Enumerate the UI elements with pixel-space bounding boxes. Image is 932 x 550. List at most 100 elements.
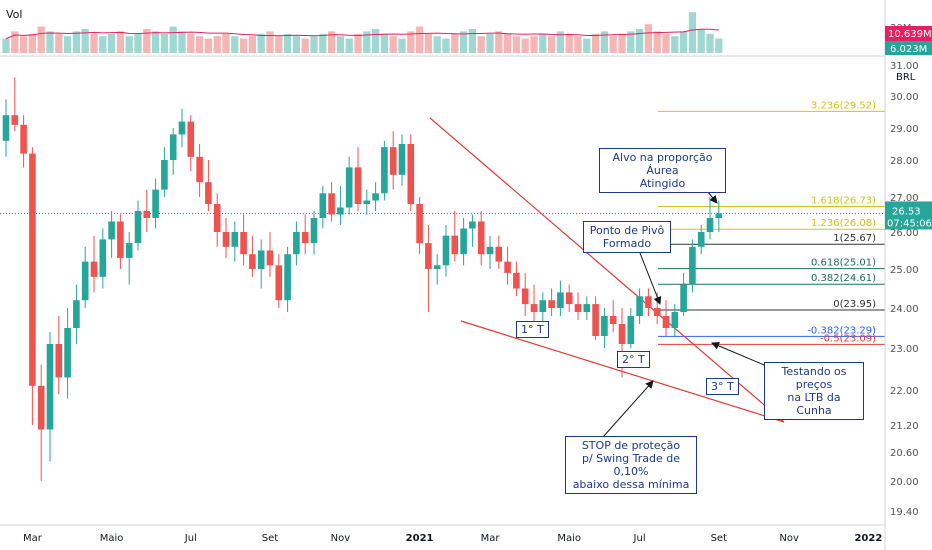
fib-level-label: 1.236(26.08) — [811, 218, 876, 229]
candle — [134, 200, 142, 251]
candle — [293, 221, 300, 266]
candle — [222, 218, 230, 258]
annotation-arrows — [602, 179, 777, 438]
candle-body — [99, 239, 107, 277]
candle-body — [495, 246, 503, 262]
candle-body — [618, 324, 626, 344]
candle-body — [143, 211, 151, 218]
candle-body — [548, 300, 555, 308]
volume-bar — [512, 36, 520, 53]
candle-body — [372, 193, 379, 201]
candle — [319, 185, 327, 229]
volume-bar — [451, 33, 459, 53]
volume-bar — [64, 36, 72, 53]
time-tick-label: Set — [711, 533, 728, 544]
candle-body — [715, 213, 723, 218]
volume-bar — [204, 38, 212, 53]
candle-body — [125, 243, 133, 258]
volume-bar — [292, 36, 300, 53]
candle — [504, 246, 511, 285]
time-tick-label: Mar — [23, 533, 43, 544]
candle-body — [574, 304, 582, 312]
candle-body — [108, 221, 115, 240]
candle — [680, 272, 687, 316]
volume-bar — [521, 38, 529, 53]
candle — [662, 300, 670, 336]
volume-badge-low-text: 6.023M — [890, 44, 927, 55]
volume-bar — [565, 33, 573, 53]
volume-bar — [662, 33, 670, 53]
candle — [469, 214, 476, 247]
candle — [213, 193, 221, 247]
volume-bar — [108, 33, 116, 53]
candle — [697, 225, 705, 255]
time-tick-label: 2021 — [406, 533, 434, 544]
candle — [284, 246, 291, 312]
candle-body — [513, 272, 520, 289]
candle-body — [319, 193, 327, 218]
candle-body — [257, 250, 265, 269]
volume-moving-average — [5, 28, 719, 40]
volume-bar — [187, 33, 195, 53]
fib-level-label: 0(23.95) — [833, 299, 876, 310]
candle-body — [486, 246, 494, 255]
volume-bar — [275, 36, 283, 53]
volume-bar — [20, 36, 28, 53]
candle-body — [504, 261, 511, 273]
candle-body — [2, 115, 10, 141]
candle-body — [301, 232, 309, 244]
candle — [451, 211, 459, 262]
fib-level-label: 1.618(26.73) — [811, 195, 876, 206]
volume-bar — [609, 36, 617, 53]
candle — [161, 147, 168, 197]
candle-body — [205, 182, 212, 204]
volume-bar — [618, 33, 626, 53]
volume-indicator-label[interactable]: Vol — [6, 8, 23, 21]
volume-bar — [398, 38, 406, 53]
volume-bar — [257, 33, 265, 53]
volume-bar — [99, 36, 107, 53]
candle-body — [231, 232, 239, 247]
time-tick-label: Nov — [331, 533, 351, 544]
candle-body — [671, 312, 679, 328]
volume-pane — [0, 12, 932, 57]
candle — [407, 134, 415, 211]
volume-bar — [90, 33, 98, 53]
candle-body — [275, 265, 283, 301]
candle-body — [187, 121, 195, 157]
volume-badge-high-text: 10.639M — [888, 29, 932, 40]
candle-body — [20, 124, 27, 154]
candle-body — [469, 221, 476, 229]
candle — [398, 134, 406, 186]
candle-body — [354, 167, 362, 204]
candle-body — [706, 218, 714, 232]
candle-body — [601, 316, 608, 336]
volume-bar — [363, 31, 371, 53]
candle — [521, 272, 529, 316]
annotation-pivo: Ponto de Pivô Formado — [583, 221, 671, 253]
price-tick-label: 30.00 — [890, 92, 919, 103]
candle-body — [451, 235, 459, 255]
volume-bar — [310, 36, 318, 53]
volume-bar — [715, 38, 723, 53]
candle-body — [442, 235, 450, 266]
candle — [433, 254, 441, 285]
candle-body — [565, 292, 573, 305]
price-tick-label: 31.00 — [890, 61, 919, 72]
volume-bar — [328, 31, 336, 53]
candle-body — [609, 316, 617, 324]
fib-level-label: -0.5(23.09) — [820, 333, 876, 344]
volume-bar — [134, 33, 142, 53]
time-tick-label: 2022 — [854, 533, 882, 544]
volume-bar — [231, 36, 239, 53]
candle-body — [398, 144, 406, 175]
fibonacci-extension: 3.236(29.52) 1.618(26.73) 1.236(26.08) 1(25… — [658, 100, 885, 345]
candle — [645, 288, 652, 316]
volume-bar — [222, 33, 230, 53]
candle-body — [240, 232, 247, 255]
candle-body — [266, 250, 274, 266]
candle — [29, 147, 36, 425]
candle-body — [29, 153, 36, 386]
volume-bar — [680, 31, 688, 53]
candle — [125, 232, 133, 285]
